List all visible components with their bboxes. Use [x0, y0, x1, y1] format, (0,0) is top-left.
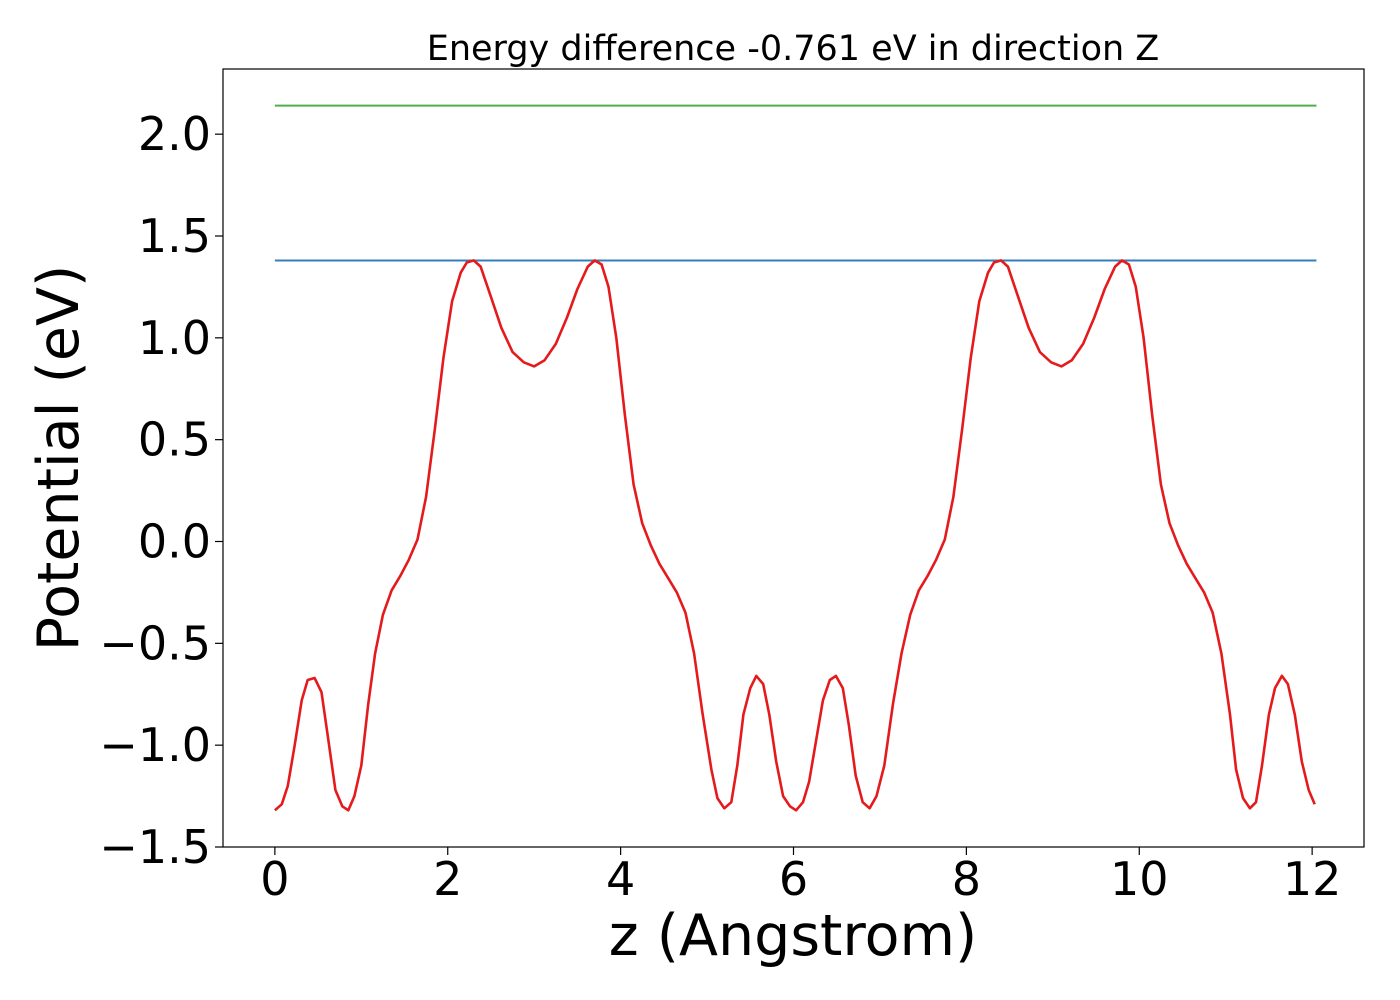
- y-tick-label: 2.0: [138, 107, 211, 161]
- x-tick-label: 10: [1110, 852, 1169, 906]
- x-axis: 0 2 4 6 8 10 12: [260, 847, 1341, 906]
- x-tick-label: 6: [779, 852, 808, 906]
- x-tick-label: 0: [260, 852, 289, 906]
- y-tick-label: −1.5: [99, 820, 211, 874]
- x-tick-label: 4: [606, 852, 635, 906]
- x-tick-label: 8: [952, 852, 981, 906]
- potential-line: [274, 259, 1316, 812]
- chart-title: Energy difference -0.761 eV in direction…: [427, 29, 1160, 69]
- x-axis-label: z (Angstrom): [609, 903, 977, 969]
- plot-frame: [222, 68, 1365, 848]
- y-tick-label: 0.5: [138, 413, 211, 467]
- y-tick-label: 1.5: [138, 209, 211, 263]
- y-tick-label: 1.0: [138, 311, 211, 365]
- y-axis: −1.5 −1.0 −0.5 0.0 0.5 1.0 1.5 2.0: [99, 107, 223, 874]
- x-tick-label: 2: [433, 852, 462, 906]
- y-tick-label: −1.0: [99, 718, 211, 772]
- plot-area: [274, 104, 1317, 812]
- y-tick-label: −0.5: [99, 616, 211, 670]
- x-tick-label: 12: [1283, 852, 1342, 906]
- y-axis-label: Potential (eV): [26, 265, 92, 651]
- y-tick-label: 0.0: [138, 515, 211, 569]
